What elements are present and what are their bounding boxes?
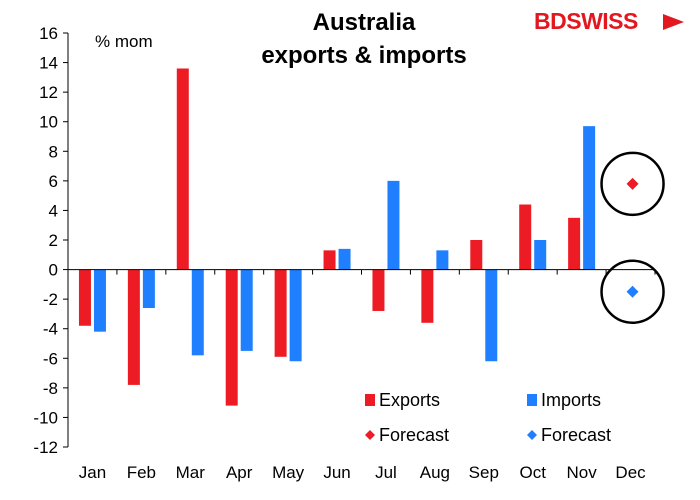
forecast-highlight-circles xyxy=(600,151,665,324)
exports-bar-sep xyxy=(470,240,483,270)
forecast-marker-exports xyxy=(626,177,639,190)
legend-forecast-imports: Forecast xyxy=(527,425,611,445)
chart-title: Australia exports & imports xyxy=(261,9,466,69)
forecast-markers xyxy=(626,177,639,298)
legend-imports-label: Imports xyxy=(541,390,601,410)
legend-forecast-imports-label: Forecast xyxy=(541,425,611,445)
exports-bar-mar xyxy=(176,68,189,270)
y-tick-label: 6 xyxy=(49,172,58,191)
legend-exports: Exports xyxy=(365,390,440,410)
imports-bar-mar xyxy=(191,269,204,356)
exports-bar-apr xyxy=(225,269,238,406)
imports-bar-jul xyxy=(387,180,400,270)
y-tick-label: -10 xyxy=(33,408,58,427)
y-axis-ticks: 16 14 12 10 8 6 4 2 0 -2 -4 -6 -8 -10 -12 xyxy=(33,24,68,457)
legend-forecast-exports-swatch xyxy=(365,430,375,440)
y-tick-label: 14 xyxy=(39,54,58,73)
imports-bar-feb xyxy=(142,269,155,309)
imports-bar-apr xyxy=(240,269,253,351)
imports-bar-aug xyxy=(436,250,449,270)
legend: Exports Imports Forecast Forecast xyxy=(365,390,611,445)
x-tick-label: Apr xyxy=(226,463,253,482)
exports-bar-jan xyxy=(78,269,91,326)
x-tick-label: Jun xyxy=(323,463,350,482)
unit-label: % mom xyxy=(95,32,153,51)
x-tick-label: Dec xyxy=(615,463,646,482)
y-tick-label: 0 xyxy=(49,261,58,280)
exports-bar-oct xyxy=(519,204,532,270)
axes xyxy=(67,33,656,447)
x-tick-label: Sep xyxy=(469,463,499,482)
y-tick-label: 2 xyxy=(49,231,58,250)
forecast-circle-imports xyxy=(600,259,665,324)
x-tick-label: May xyxy=(272,463,305,482)
chart-title-line2: exports & imports xyxy=(261,42,466,69)
y-tick-label: 4 xyxy=(49,201,58,220)
legend-forecast-exports-label: Forecast xyxy=(379,425,449,445)
x-tick-label: Jul xyxy=(375,463,397,482)
y-tick-label: -2 xyxy=(43,290,58,309)
x-tick-label: Feb xyxy=(127,463,156,482)
exports-bar-may xyxy=(274,269,287,357)
chart-title-line1: Australia xyxy=(313,9,416,36)
legend-exports-label: Exports xyxy=(379,390,440,410)
x-tick-label: Oct xyxy=(519,463,546,482)
imports-bar-jun xyxy=(338,248,351,270)
imports-bar-may xyxy=(289,269,302,362)
y-tick-label: -4 xyxy=(43,320,58,339)
y-tick-label: 12 xyxy=(39,83,58,102)
imports-bar-jan xyxy=(93,269,106,332)
legend-imports: Imports xyxy=(527,390,601,410)
y-tick-label: 10 xyxy=(39,113,58,132)
y-tick-label: -12 xyxy=(33,438,58,457)
x-tick-label: Jan xyxy=(79,463,106,482)
brand-logo-text: BDSWISS xyxy=(534,8,638,34)
y-tick-label: -8 xyxy=(43,379,58,398)
legend-forecast-imports-swatch xyxy=(527,430,537,440)
y-tick-label: -6 xyxy=(43,349,58,368)
x-tick-label: Mar xyxy=(176,463,206,482)
exports-bar-jul xyxy=(372,269,385,311)
imports-bar-nov xyxy=(583,126,596,270)
brand-logo-text-b: SWISS xyxy=(566,8,638,34)
exports-bar-nov xyxy=(568,217,581,270)
y-tick-label: 16 xyxy=(39,24,58,43)
brand-logo-arrow-icon xyxy=(663,14,684,30)
legend-imports-swatch xyxy=(527,394,537,406)
y-tick-label: 8 xyxy=(49,142,58,161)
exports-bar-jun xyxy=(323,250,336,270)
legend-exports-swatch xyxy=(365,394,375,406)
brand-logo: BDSWISS xyxy=(534,8,684,34)
brand-logo-text-a: BD xyxy=(534,8,566,34)
forecast-marker-imports xyxy=(626,285,639,298)
bar-series xyxy=(78,68,596,406)
forecast-circle-exports xyxy=(600,151,665,217)
x-axis-labels: Jan Feb Mar Apr May Jun Jul Aug Sep Oct Nov Dec xyxy=(79,463,646,482)
x-tick-label: Nov xyxy=(567,463,598,482)
x-tick-label: Aug xyxy=(420,463,450,482)
imports-bar-oct xyxy=(534,240,547,270)
imports-bar-sep xyxy=(485,269,498,362)
exports-bar-aug xyxy=(421,269,434,323)
exports-bar-feb xyxy=(127,269,140,385)
legend-forecast-exports: Forecast xyxy=(365,425,449,445)
